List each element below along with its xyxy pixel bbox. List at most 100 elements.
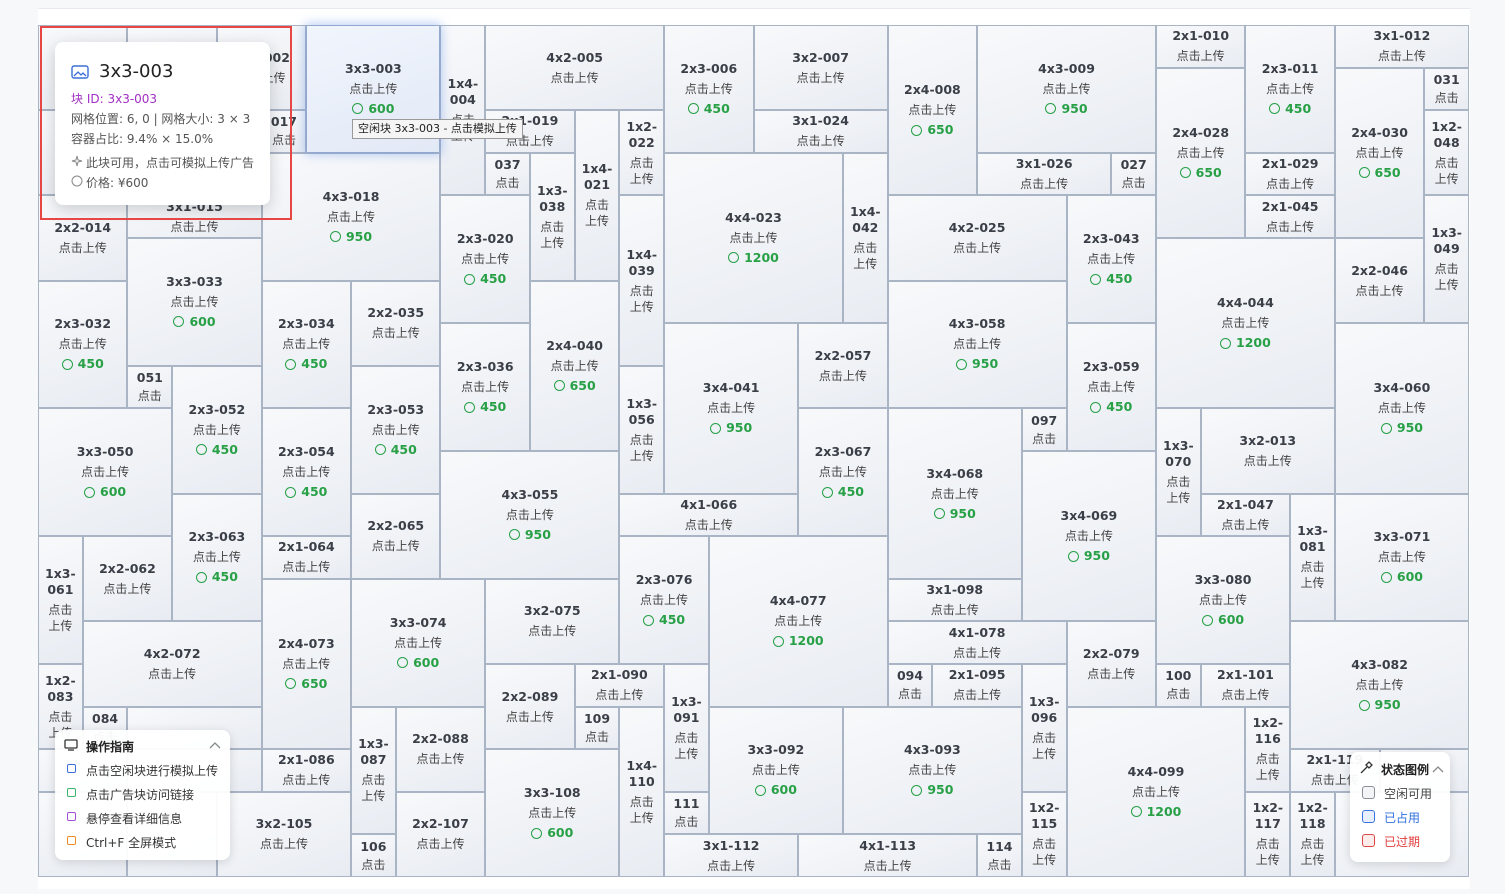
grid-block[interactable]: 3x3-033 点击上传 600: [128, 239, 261, 365]
grid-block[interactable]: 1x2- 117 点击 上传: [1246, 792, 1290, 876]
grid-block[interactable]: 2x3-032 点击上传 450: [39, 281, 127, 408]
grid-block[interactable]: 3x3-074 点击上传 600: [352, 579, 485, 706]
grid-block[interactable]: 2x3-076 点击上传 450: [620, 537, 708, 663]
grid-block[interactable]: 1x4- 110 点击 上传: [620, 707, 664, 876]
grid-block[interactable]: 2x3-006 点击上传 450: [665, 26, 753, 152]
grid-block[interactable]: 2x3-053 点击上传 450: [352, 366, 440, 493]
grid-block[interactable]: 2x2-014 点击上传: [39, 196, 127, 280]
grid-block[interactable]: 4x4-023 点击上传 1200: [665, 153, 842, 323]
grid-block[interactable]: 3x2-007 点击上传: [754, 26, 887, 110]
grid-block[interactable]: 1x2- 116 点击 上传: [1246, 707, 1290, 791]
grid-block[interactable]: 1x3- 038 点击 上传: [530, 153, 574, 280]
grid-block[interactable]: 1x3- 070 点击 上传: [1156, 409, 1200, 536]
grid-block[interactable]: 3x4-060 点击上传 950: [1335, 324, 1468, 493]
grid-block[interactable]: 4x1-078 点击上传: [888, 622, 1066, 663]
grid-block[interactable]: 2x3-020 点击上传 450: [441, 196, 529, 323]
grid-block[interactable]: 2x1-090 点击上传: [575, 665, 664, 706]
grid-block[interactable]: 2x1-045 点击上传: [1246, 196, 1334, 237]
grid-block[interactable]: 2x3-043 点击上传 450: [1067, 196, 1155, 323]
grid-block[interactable]: 1x3- 087 点击 上传: [352, 707, 395, 834]
grid-block[interactable]: 4x3-082 点击上传 950: [1291, 622, 1468, 749]
grid-block[interactable]: 3x3-092 点击上传 600: [709, 707, 842, 834]
grid-block[interactable]: 4x3-055 点击上传 950: [441, 452, 619, 578]
grid-block[interactable]: 2x1-029 点击上传: [1246, 153, 1334, 195]
grid-block[interactable]: 4x3-009 点击上传 950: [978, 26, 1155, 152]
grid-block[interactable]: 106 点击: [352, 835, 395, 876]
grid-block[interactable]: 1x3- 049 点击 上传: [1425, 196, 1468, 323]
grid-block[interactable]: 4x3-058 点击上传 950: [888, 281, 1066, 408]
grid-block[interactable]: 114 点击: [978, 835, 1021, 876]
grid-block[interactable]: 094 点击: [888, 665, 932, 706]
grid-block[interactable]: 3x2-105 点击上传: [217, 792, 351, 876]
grid-block[interactable]: 2x2-089 点击上传: [486, 665, 574, 749]
grid-block[interactable]: 3x1-012 点击上传: [1335, 26, 1468, 67]
grid-block[interactable]: 2x1-086 点击上传: [262, 750, 351, 791]
grid-block[interactable]: 4x2-025 点击上传: [888, 196, 1066, 280]
grid-block[interactable]: 3x3-050 点击上传 600: [39, 409, 172, 536]
grid-block[interactable]: 2x3-036 点击上传 450: [441, 324, 529, 450]
grid-block[interactable]: 4x4-099 点击上传 1200: [1067, 707, 1245, 876]
grid-block[interactable]: 100 点击: [1156, 665, 1200, 706]
grid-block[interactable]: 4x2-072 点击上传: [83, 622, 261, 706]
grid-block[interactable]: 2x3-059 点击上传 450: [1067, 324, 1155, 450]
grid-block[interactable]: 1x2- 115 点击 上传: [1022, 792, 1066, 876]
grid-block[interactable]: 4x4-044 点击上传 1200: [1156, 239, 1334, 408]
collapse-icon[interactable]: [209, 741, 221, 749]
grid-block[interactable]: 4x3-093 点击上传 950: [843, 707, 1021, 834]
grid-block[interactable]: 2x2-079 点击上传: [1067, 622, 1155, 706]
grid-block[interactable]: 031 点击: [1425, 68, 1468, 110]
grid-block[interactable]: 051 点击: [128, 366, 172, 408]
grid-block[interactable]: 1x3- 096 点击 上传: [1022, 665, 1066, 791]
grid-block[interactable]: 3x3-080 点击上传 600: [1156, 537, 1290, 663]
grid-block[interactable]: 3x3-071 点击上传 600: [1335, 494, 1468, 621]
grid-block[interactable]: 3x4-068 点击上传 950: [888, 409, 1021, 578]
grid-block[interactable]: 2x3-067 点击上传 450: [799, 409, 887, 536]
grid-block[interactable]: 1x3- 056 点击 上传: [620, 366, 664, 493]
grid-block[interactable]: 2x1-095 点击上传: [933, 665, 1021, 706]
grid-block[interactable]: 2x3-034 点击上传 450: [262, 281, 351, 408]
grid-block[interactable]: 3x1-024 点击上传: [754, 111, 887, 152]
grid-block[interactable]: 111 点击: [665, 792, 708, 834]
grid-block[interactable]: 2x2-088 点击上传: [396, 707, 485, 791]
grid-block[interactable]: 2x3-011 点击上传 450: [1246, 26, 1334, 152]
grid-block[interactable]: 1x4-004点击上传: [441, 26, 485, 195]
grid-block[interactable]: 3x3-108 点击上传 600: [486, 750, 619, 876]
grid-block[interactable]: 1x3- 091 点击 上传: [665, 665, 708, 791]
grid-block[interactable]: 3x2-075 点击上传: [486, 579, 619, 663]
grid-block[interactable]: 2x2-062 点击上传: [83, 537, 172, 621]
grid-block[interactable]: 2x1-064 点击上传: [262, 537, 351, 578]
grid-block[interactable]: 1x2- 118 点击 上传: [1291, 792, 1334, 876]
grid-block[interactable]: 2x4-008 点击上传 650: [888, 26, 977, 195]
grid-block[interactable]: 2x2-107 点击上传: [396, 792, 485, 876]
grid-block[interactable]: 4x1-113 点击上传: [799, 835, 977, 876]
grid-block[interactable]: 2x2-057 点击上传: [799, 324, 887, 408]
grid-block[interactable]: 4x4-077 点击上传 1200: [709, 537, 887, 706]
grid-block[interactable]: 2x1-047 点击上传: [1201, 494, 1290, 536]
grid-block[interactable]: 4x1-066 点击上传: [620, 494, 798, 536]
grid-block[interactable]: 037 点击: [486, 153, 529, 195]
grid-block[interactable]: 1x3- 081 点击 上传: [1291, 494, 1334, 621]
grid-block[interactable]: 2x2-065 点击上传: [352, 494, 440, 578]
grid-block[interactable]: 2x2-035 点击上传: [352, 281, 440, 365]
grid-block[interactable]: 2x2-046 点击上传: [1335, 239, 1424, 323]
grid-block[interactable]: 2x3-052 点击上传 450: [173, 366, 261, 493]
grid-block[interactable]: 2x4-028 点击上传 650: [1156, 68, 1245, 237]
grid-block[interactable]: 097 点击: [1022, 409, 1066, 450]
grid-block[interactable]: 1x2- 048 点击 上传: [1425, 111, 1468, 195]
grid-block[interactable]: 1x2- 022 点击 上传: [620, 111, 664, 195]
grid-block[interactable]: 4x2-005 点击上传: [486, 26, 664, 110]
grid-block[interactable]: 2x4-073 点击上传 650: [262, 579, 351, 749]
grid-block[interactable]: 2x3-054 点击上传 450: [262, 409, 351, 536]
grid-block[interactable]: 2x4-040 点击上传 650: [530, 281, 619, 450]
grid-block[interactable]: 4x3-018 点击上传 950: [262, 153, 440, 280]
collapse-icon[interactable]: [1432, 765, 1444, 773]
grid-block[interactable]: 1x4- 021 点击 上传: [575, 111, 619, 280]
grid-block[interactable]: 1x4- 042 点击 上传: [843, 153, 887, 323]
grid-block[interactable]: 3x1-026 点击上传: [978, 153, 1111, 195]
grid-block[interactable]: 1x4- 039 点击 上传: [620, 196, 664, 365]
grid-block[interactable]: 3x4-041 点击上传 950: [665, 324, 798, 493]
grid-block[interactable]: 2x1-010 点击上传: [1156, 26, 1245, 67]
grid-block[interactable]: 2x1-101 点击上传: [1201, 665, 1290, 706]
grid-block[interactable]: 3x1-098 点击上传: [888, 579, 1021, 621]
grid-block[interactable]: 3x2-013 点击上传: [1201, 409, 1334, 493]
